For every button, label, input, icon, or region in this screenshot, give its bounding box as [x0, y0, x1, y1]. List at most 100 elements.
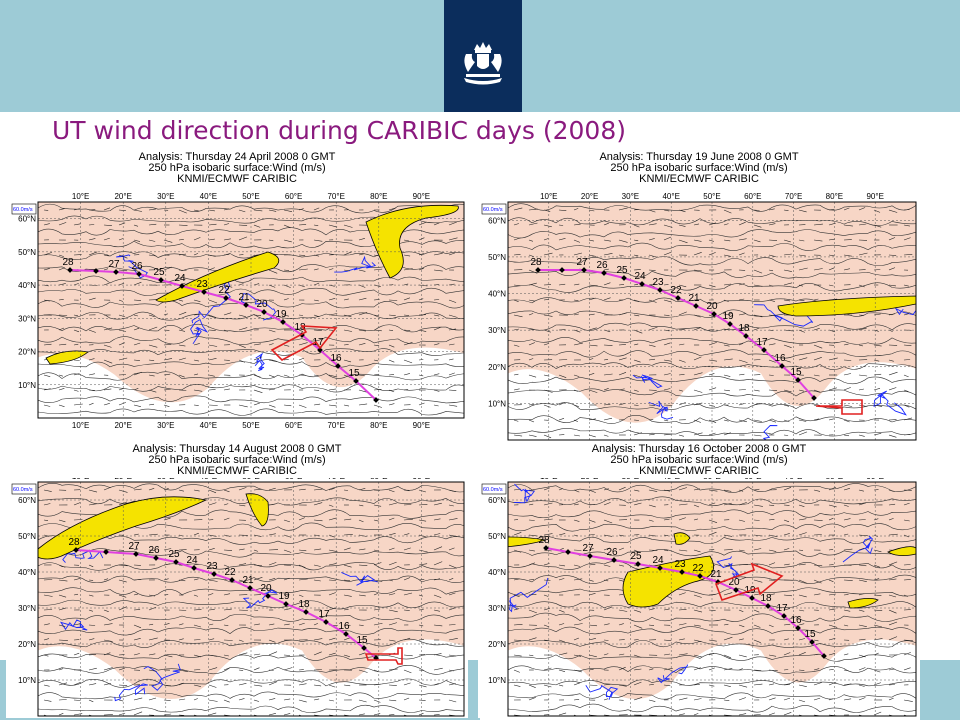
route-waypoint	[679, 569, 685, 575]
latitude-label: 50°N	[488, 532, 506, 541]
latitude-label: 10°N	[488, 676, 506, 685]
route-waypoint	[113, 269, 119, 275]
longitude-label: 50°E	[242, 421, 259, 430]
map-header-line: KNMI/ECMWF CARIBIC	[639, 173, 759, 185]
route-day-label: 21	[238, 292, 250, 303]
route-day-label: 21	[688, 293, 700, 304]
map-header-line: Analysis: Thursday 16 October 2008 0 GMT	[591, 444, 807, 455]
route-waypoint	[261, 309, 267, 315]
jet-stream-region	[777, 295, 916, 317]
route-waypoint	[243, 302, 249, 308]
jet-stream-region	[365, 204, 459, 279]
latitude-label: 10°N	[18, 381, 36, 390]
longitude-label: 40°E	[200, 421, 217, 430]
route-waypoint	[543, 545, 549, 551]
route-waypoint	[765, 603, 771, 609]
route-day-label: 23	[196, 279, 208, 290]
map-header: Analysis: Thursday 24 April 2008 0 GMT 25…	[6, 152, 468, 185]
route-day-label: 19	[278, 591, 290, 602]
longitude-label: 90°E	[413, 192, 430, 201]
route-waypoint	[73, 547, 79, 553]
route-day-label: 19	[275, 309, 287, 320]
route-day-label: 15	[790, 367, 802, 378]
longitude-label: 30°E	[622, 478, 639, 481]
longitude-label: 20°E	[581, 192, 598, 201]
longitude-label: 70°E	[785, 478, 802, 481]
logo	[444, 0, 522, 112]
route-waypoint	[581, 267, 587, 273]
route-day-label: 25	[616, 265, 628, 276]
latitude-label: 10°N	[18, 676, 36, 685]
longitude-label: 10°E	[72, 192, 89, 201]
longitude-label: 10°E	[540, 478, 557, 481]
latitude-label: 30°N	[18, 604, 36, 613]
latitude-label: 20°N	[18, 348, 36, 357]
longitude-label: 40°E	[200, 192, 217, 201]
route-day-label: 20	[260, 583, 272, 594]
route-day-label: 17	[318, 609, 330, 620]
route-waypoint	[657, 565, 663, 571]
route-day-label: 23	[206, 561, 218, 572]
longitude-label: 70°E	[785, 192, 802, 201]
longitude-label: 20°E	[581, 478, 598, 481]
map-header: Analysis: Thursday 19 June 2008 0 GMT 250…	[478, 152, 920, 185]
wind-direction-arrow	[815, 399, 863, 415]
route-day-label: 18	[294, 322, 306, 333]
map-panel-june: Analysis: Thursday 19 June 2008 0 GMT 250…	[478, 152, 920, 442]
route-waypoint	[373, 397, 379, 403]
longitude-label: 40°E	[200, 478, 217, 481]
map-header-line: 250 hPa isobaric surface:Wind (m/s)	[148, 162, 326, 174]
route-day-label: 16	[774, 353, 786, 364]
route-day-label: 26	[606, 547, 618, 558]
route-day-label: 24	[634, 271, 646, 282]
route-day-label: 20	[728, 577, 740, 588]
longitude-label: 50°E	[242, 192, 259, 201]
latitude-label: 30°N	[18, 314, 36, 323]
route-day-label: 15	[356, 635, 368, 646]
route-day-label: 24	[186, 555, 198, 566]
longitude-label: 60°E	[285, 421, 302, 430]
wind-scale-legend: 60.0m/s	[11, 203, 37, 215]
slide-title: UT wind direction during CARIBIC days (2…	[52, 116, 626, 145]
jet-stream-region	[887, 546, 916, 556]
route-day-label: 16	[330, 353, 342, 364]
route-day-label: 28	[68, 537, 80, 548]
latitude-label: 30°N	[488, 604, 506, 613]
latitude-label: 50°N	[18, 532, 36, 541]
wind-scale-legend: 60.0m/s	[481, 203, 507, 215]
route-waypoint	[621, 275, 627, 281]
wind-scale-label: 60.0m/s	[483, 207, 503, 213]
latitude-label: 60°N	[488, 496, 506, 505]
latitude-label: 50°N	[488, 253, 506, 262]
route-waypoint	[693, 303, 699, 309]
longitude-label: 40°E	[662, 478, 679, 481]
route-waypoint	[136, 271, 142, 277]
longitude-label: 90°E	[866, 478, 883, 481]
map-header-line: KNMI/ECMWF CARIBIC	[639, 465, 759, 477]
longitude-label: 40°E	[662, 192, 679, 201]
route-waypoint	[733, 587, 739, 593]
route-day-label: 27	[108, 259, 120, 270]
longitude-label: 20°E	[114, 192, 131, 201]
route-waypoint	[761, 347, 767, 353]
route-waypoint	[303, 609, 309, 615]
route-waypoint	[353, 378, 359, 384]
route-day-label: 15	[348, 368, 360, 379]
route-waypoint	[361, 645, 367, 651]
latitude-label: 40°N	[18, 281, 36, 290]
longitude-label: 10°E	[540, 192, 557, 201]
route-waypoint	[821, 653, 827, 659]
route-waypoint	[173, 559, 179, 565]
route-day-label: 28	[62, 257, 74, 268]
wind-direction-arrow	[364, 647, 403, 665]
route-day-label: 22	[692, 563, 704, 574]
route-day-label: 23	[674, 559, 686, 570]
route-waypoint	[280, 319, 286, 325]
longitude-label: 90°E	[413, 478, 430, 481]
wind-scale-legend: 60.0m/s	[481, 483, 507, 495]
route-waypoint	[809, 639, 815, 645]
longitude-label: 80°E	[826, 192, 843, 201]
longitude-label: 70°E	[327, 421, 344, 430]
route-day-label: 26	[131, 261, 143, 272]
route-waypoint	[211, 571, 217, 577]
